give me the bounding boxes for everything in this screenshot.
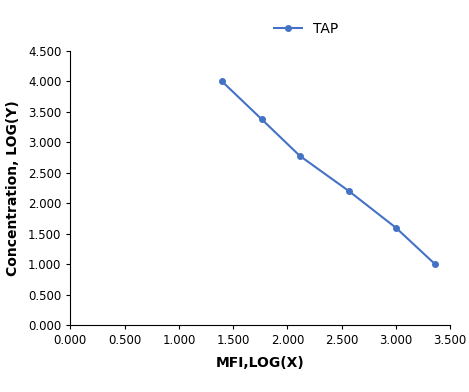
TAP (393, 225, 399, 230)
TAP (259, 117, 265, 122)
TAP (219, 79, 225, 84)
Legend: TAP: TAP (268, 16, 343, 41)
X-axis label: MFI,LOG(X): MFI,LOG(X) (216, 356, 305, 370)
TAP (432, 262, 438, 267)
TAP (297, 154, 303, 158)
Y-axis label: Concentration, LOG(Y): Concentration, LOG(Y) (6, 100, 20, 276)
TAP (346, 189, 352, 194)
Line: TAP: TAP (219, 79, 438, 267)
